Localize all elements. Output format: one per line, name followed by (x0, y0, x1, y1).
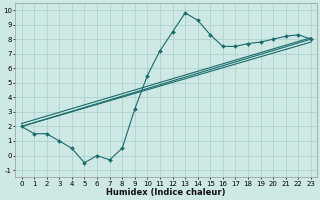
X-axis label: Humidex (Indice chaleur): Humidex (Indice chaleur) (107, 188, 226, 197)
